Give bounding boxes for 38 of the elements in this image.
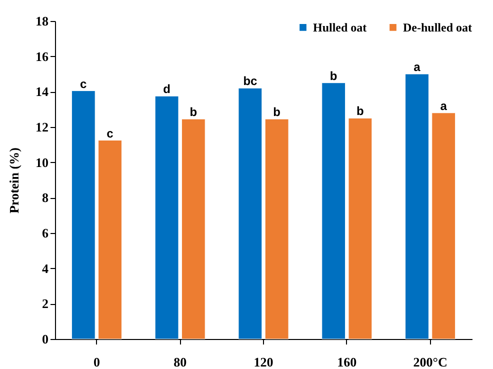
- data-label: c: [80, 76, 88, 91]
- x-tick-label: 0: [93, 354, 100, 369]
- x-tick-label: 200°C: [413, 354, 448, 369]
- bar: [71, 90, 96, 340]
- bar: [432, 112, 456, 340]
- y-tick-label: 2: [42, 296, 48, 312]
- x-tick-label: 80: [174, 354, 187, 369]
- y-tick-label: 16: [36, 48, 49, 64]
- bar: [154, 96, 179, 340]
- y-tick-label: 14: [36, 84, 49, 100]
- y-axis-title: Protein (%): [6, 148, 22, 214]
- y-tick-label: 10: [36, 154, 48, 170]
- y-tick-label: 6: [42, 226, 49, 240]
- data-label: a: [414, 60, 421, 74]
- data-label: b: [356, 104, 364, 118]
- legend-label: De-hulled oat: [403, 20, 472, 34]
- bar: [181, 118, 206, 340]
- y-tick-label: 18: [36, 14, 49, 28]
- legend-label: Hulled oat: [313, 20, 367, 34]
- bar: [348, 118, 372, 340]
- bar: [322, 82, 346, 340]
- x-tick-label: 120: [254, 354, 274, 369]
- data-label: b: [190, 105, 198, 120]
- x-tick-label: 160: [337, 354, 357, 369]
- y-tick-label: 8: [42, 190, 49, 206]
- bar: [98, 140, 122, 340]
- bar: [238, 88, 262, 340]
- bar: [264, 118, 289, 340]
- data-label: a: [440, 98, 448, 113]
- y-tick-label: 4: [42, 260, 49, 276]
- y-tick-label: 12: [36, 120, 48, 134]
- data-label: c: [106, 126, 114, 140]
- y-tick-label: 0: [42, 332, 48, 346]
- data-label: bc: [243, 74, 258, 88]
- bar: [405, 74, 429, 340]
- data-label: b: [273, 105, 280, 120]
- data-label: b: [330, 68, 338, 83]
- data-label: d: [163, 82, 170, 96]
